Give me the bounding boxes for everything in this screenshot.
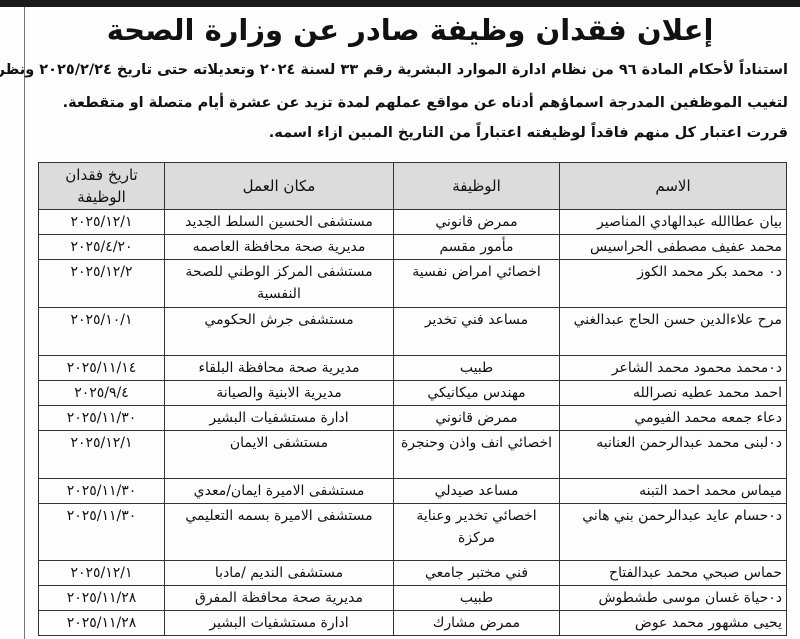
table-header: الاسم الوظيفة مكان العمل تاريخ فقدان الو… <box>38 162 787 210</box>
cell-name: مرح علاءالدين حسن الحاج عبدالغني <box>559 307 787 356</box>
cell-date: ٢٠٢٥/١١/٣٠ <box>38 503 165 561</box>
paragraph-line-1: استناداً لأحكام المادة ٩٦ من نظام ادارة … <box>0 62 788 78</box>
cell-name: دعاء جمعه محمد الفيومي <box>559 405 787 431</box>
cell-job: مساعد فني تخدير <box>393 307 560 356</box>
cell-name: د٠لبنى محمد عبدالرحمن العنانبه <box>559 430 787 479</box>
cell-workplace: مديرية صحة محافظة المفرق <box>164 585 394 611</box>
cell-name: محمد عفيف مصطفى الحراسيس <box>559 234 787 260</box>
cell-name: احمد محمد عطيه نصرالله <box>559 380 787 406</box>
cell-workplace: مستشفى الاميرة بسمه التعليمي <box>164 503 394 561</box>
cell-workplace: مستشفى الاميرة ايمان/معدي <box>164 478 394 504</box>
cell-date: ٢٠٢٥/١١/٢٨ <box>38 610 165 636</box>
table-row: محمد عفيف مصطفى الحراسيس مأمور مقسم مديرية… <box>38 234 787 260</box>
table-row: دعاء جمعه محمد الفيومي ممرض قانوني ادارة م… <box>38 405 787 431</box>
cell-name: بيان عطاالله عبدالهادي المناصير <box>559 209 787 235</box>
cell-name: د٠حياة غسان موسى طشطوش <box>559 585 787 611</box>
cell-name: يحيى مشهور محمد عوض <box>559 610 787 636</box>
cell-job: اخصائي امراض نفسية <box>393 259 560 308</box>
cell-job: ممرض قانوني <box>393 405 560 431</box>
cell-date: ٢٠٢٥/٩/٤ <box>38 380 165 406</box>
cell-date: ٢٠٢٥/١١/٢٨ <box>38 585 165 611</box>
page-border <box>24 7 25 639</box>
header-name: الاسم <box>559 162 787 210</box>
header-workplace: مكان العمل <box>164 162 394 210</box>
cell-date: ٢٠٢٥/١٢/٢ <box>38 259 165 308</box>
cell-workplace: مديرية الابنية والصيانة <box>164 380 394 406</box>
cell-date: ٢٠٢٥/١٢/١ <box>38 560 165 586</box>
cell-workplace: مستشفى الحسين السلط الجديد <box>164 209 394 235</box>
cell-name: د٠ محمد بكر محمد الكوز <box>559 259 787 308</box>
cell-workplace: مستشفى النديم /مادبا <box>164 560 394 586</box>
cell-workplace: ادارة مستشفيات البشير <box>164 610 394 636</box>
cell-date: ٢٠٢٥/١٠/١ <box>38 307 165 356</box>
cell-name: د٠حسام عايد عبدالرحمن بني هاني <box>559 503 787 561</box>
cell-workplace: ادارة مستشفيات البشير <box>164 405 394 431</box>
table-row: يحيى مشهور محمد عوض ممرض مشارك ادارة مستشف… <box>38 610 787 636</box>
paragraph-line-2: لتغيب الموظفين المدرجة اسماؤهم أدناه عن … <box>62 95 788 111</box>
table-row: حماس صبحي محمد عبدالفتاح فني مختبر جامعي م… <box>38 560 787 586</box>
header-job: الوظيفة <box>393 162 560 210</box>
header-date: تاريخ فقدان الوظيفة <box>38 162 165 210</box>
cell-job: اخصائي انف واذن وحنجرة <box>393 430 560 479</box>
cell-name: ميماس محمد احمد التبنه <box>559 478 787 504</box>
table-row: د٠ محمد بكر محمد الكوز اخصائي امراض نفسية… <box>38 259 787 308</box>
cell-job: فني مختبر جامعي <box>393 560 560 586</box>
cell-job: طبيب <box>393 355 560 381</box>
cell-job: ممرض مشارك <box>393 610 560 636</box>
announcement-title: إعلان فقدان وظيفة صادر عن وزارة الصحة <box>106 13 714 47</box>
cell-workplace: مديرية صحة محافظة العاصمه <box>164 234 394 260</box>
cell-date: ٢٠٢٥/١١/٣٠ <box>38 405 165 431</box>
table-row: احمد محمد عطيه نصرالله مهندس ميكانيكي مدير… <box>38 380 787 406</box>
table-row: ميماس محمد احمد التبنه مساعد صيدلي مستشفى … <box>38 478 787 504</box>
cell-workplace: مستشفى الايمان <box>164 430 394 479</box>
cell-date: ٢٠٢٥/١٢/١ <box>38 430 165 479</box>
cell-date: ٢٠٢٥/٤/٢٠ <box>38 234 165 260</box>
cell-date: ٢٠٢٥/١٢/١ <box>38 209 165 235</box>
cell-workplace: مستشفى المركز الوطني للصحة النفسية <box>164 259 394 308</box>
table-row: د٠حياة غسان موسى طشطوش طبيب مديرية صحة محا… <box>38 585 787 611</box>
cell-job: ممرض قانوني <box>393 209 560 235</box>
cell-date: ٢٠٢٥/١١/٣٠ <box>38 478 165 504</box>
cell-name: حماس صبحي محمد عبدالفتاح <box>559 560 787 586</box>
table-row: د٠حسام عايد عبدالرحمن بني هاني اخصائي تخد… <box>38 503 787 561</box>
table-row: مرح علاءالدين حسن الحاج عبدالغني مساعد فن… <box>38 307 787 356</box>
cell-job: اخصائي تخدير وعناية مركزة <box>393 503 560 561</box>
top-bar <box>0 0 800 7</box>
cell-date: ٢٠٢٥/١١/١٤ <box>38 355 165 381</box>
table-row: د٠لبنى محمد عبدالرحمن العنانبه اخصائي انف… <box>38 430 787 479</box>
table-row: بيان عطاالله عبدالهادي المناصير ممرض قانو… <box>38 209 787 235</box>
cell-job: مساعد صيدلي <box>393 478 560 504</box>
cell-workplace: مديرية صحة محافظة البلقاء <box>164 355 394 381</box>
paragraph-line-3: قررت اعتبار كل منهم فاقداً لوظيفته اعتبا… <box>268 125 788 141</box>
employees-table: الاسم الوظيفة مكان العمل تاريخ فقدان الو… <box>38 162 787 636</box>
cell-job: مأمور مقسم <box>393 234 560 260</box>
cell-workplace: مستشفى جرش الحكومي <box>164 307 394 356</box>
table-row: د٠محمد محمود محمد الشاعر طبيب مديرية صحة م… <box>38 355 787 381</box>
cell-name: د٠محمد محمود محمد الشاعر <box>559 355 787 381</box>
cell-job: مهندس ميكانيكي <box>393 380 560 406</box>
cell-job: طبيب <box>393 585 560 611</box>
